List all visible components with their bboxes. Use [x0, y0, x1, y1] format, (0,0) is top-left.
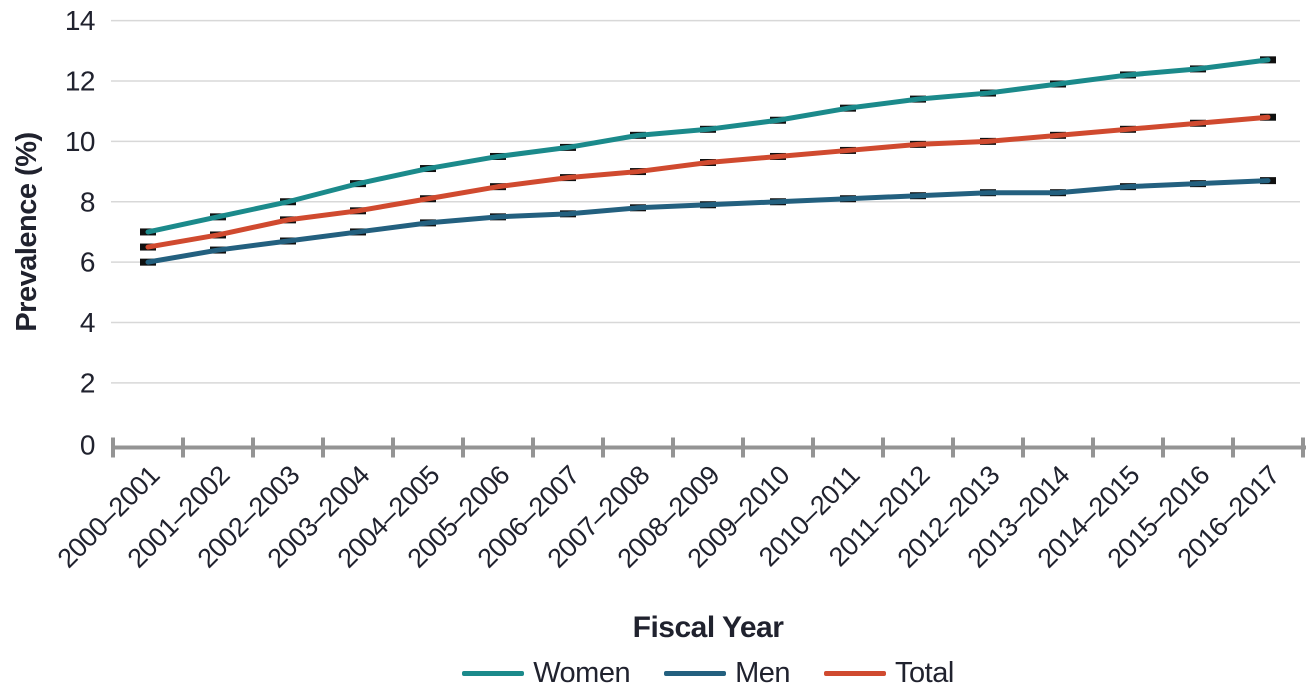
legend-item-men: Men — [664, 656, 791, 690]
line-women — [145, 57, 1271, 235]
y-tick-label: 12 — [65, 65, 95, 96]
legend: Women Men Total — [113, 653, 1303, 693]
y-tick-label: 6 — [80, 247, 95, 278]
legend-item-women: Women — [462, 656, 631, 690]
legend-label-men: Men — [735, 656, 791, 689]
men-line-swatch — [664, 670, 727, 676]
y-tick-label: 10 — [65, 126, 95, 157]
y-tick-label: 2 — [80, 367, 95, 398]
legend-label-total: Total — [895, 656, 954, 689]
y-axis-title: Prevalence (%) — [11, 132, 43, 332]
legend-label-women: Women — [533, 656, 631, 689]
y-tick-label: 14 — [65, 5, 95, 36]
total-line-swatch — [824, 670, 887, 676]
line-total — [145, 114, 1271, 250]
y-tick-label: 0 — [80, 430, 95, 461]
y-tick-label: 8 — [80, 186, 95, 217]
x-axis-title: Fiscal Year — [632, 611, 784, 644]
line-men — [145, 178, 1271, 265]
legend-item-total: Total — [824, 657, 954, 690]
women-line-swatch — [462, 670, 525, 676]
y-tick-label: 4 — [80, 307, 95, 338]
